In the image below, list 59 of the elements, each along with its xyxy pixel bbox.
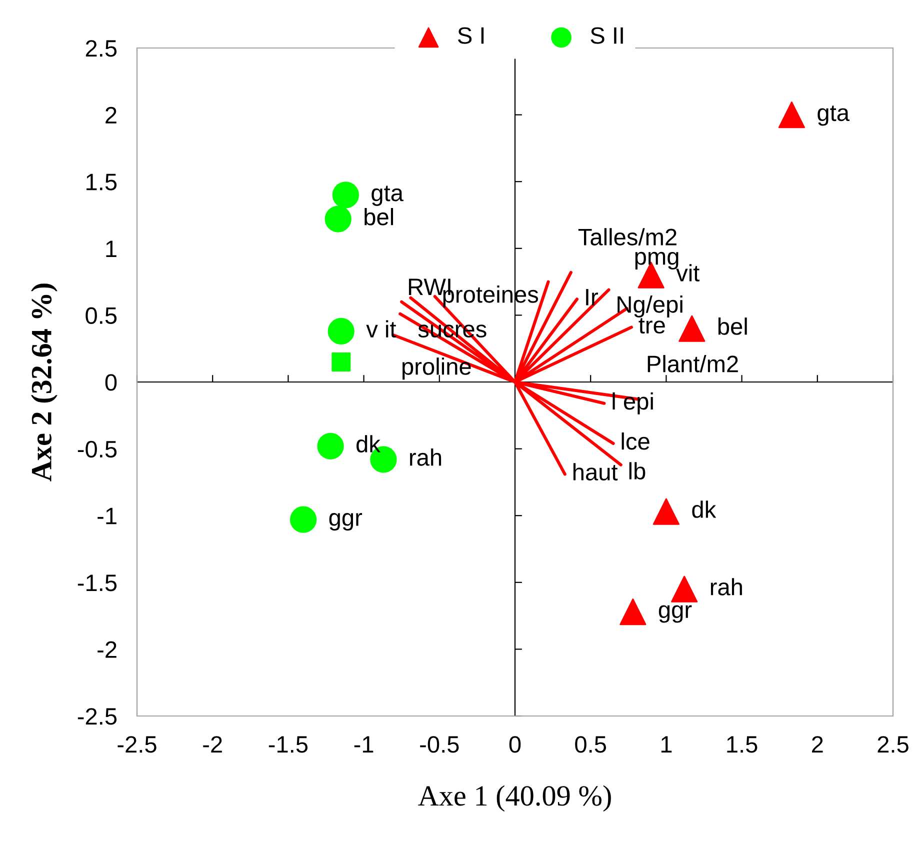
x-tick-label: -0.5 <box>420 736 459 753</box>
annotation: Ng/epi <box>618 295 682 318</box>
point <box>290 506 317 533</box>
point <box>332 182 359 208</box>
point <box>332 352 351 372</box>
annotation: ggr <box>658 605 692 623</box>
annotation: l epi <box>612 392 653 414</box>
y-tick-label: -2.5 <box>78 708 117 725</box>
annotation: haut <box>573 463 618 481</box>
point <box>620 598 646 626</box>
annotation: gta <box>818 106 850 126</box>
annotation: rah <box>710 578 742 596</box>
y-tick-label: -0.5 <box>78 440 117 458</box>
annotation: gta <box>372 186 404 206</box>
x-tick-label: 2 <box>812 736 823 753</box>
x-tick-label: 1 <box>661 736 672 753</box>
x-tick-label: -2 <box>203 736 222 753</box>
annotation: dk <box>356 435 381 452</box>
point <box>652 498 680 525</box>
x-tick-label: -2.5 <box>118 736 156 753</box>
annotation: Talles/m2 <box>578 228 676 246</box>
annotation: rah <box>410 448 442 466</box>
annotation: Ir <box>586 289 598 306</box>
annotation: lb <box>629 462 646 480</box>
point <box>778 101 806 128</box>
y-tick-label: 0.5 <box>86 307 117 324</box>
annotation: bel <box>364 208 394 226</box>
y-tick-label: 2.5 <box>86 40 117 57</box>
x-tick-label: 0.5 <box>575 736 606 753</box>
x-tick-label: 1.5 <box>727 736 758 753</box>
annotation: ggr <box>329 513 362 531</box>
y-tick-label: -1 <box>98 508 116 524</box>
y-tick-label: 2 <box>106 106 116 124</box>
point <box>317 432 344 460</box>
y-tick-label: 1 <box>106 240 116 257</box>
legend-label: S II <box>590 27 623 44</box>
y-axis-title: Axe 2 (32.64 %) <box>30 284 58 482</box>
legend-label: S I <box>458 27 484 44</box>
x-tick-label: -1.5 <box>268 736 308 753</box>
point <box>328 318 354 345</box>
y-tick-label: 0 <box>105 374 117 391</box>
x-tick-label: -1 <box>354 736 374 753</box>
x-axis-title: Axe 1 (40.09 %) <box>418 785 611 812</box>
annotation: bel <box>718 318 747 335</box>
y-tick-label: 1.5 <box>86 174 117 190</box>
point <box>671 576 698 602</box>
annotation: dk <box>692 500 716 518</box>
annotation: v it <box>366 320 396 338</box>
annotation: lce <box>622 432 650 450</box>
annotation: pmg <box>635 252 678 270</box>
point <box>324 206 352 232</box>
y-tick-label: -1.5 <box>78 574 117 592</box>
annotation: vit <box>676 264 700 282</box>
y-tick-label: -2 <box>98 641 116 658</box>
annotation: proline <box>402 358 471 380</box>
annotation: tre <box>638 318 665 334</box>
annotation: Plant/m2 <box>648 355 738 372</box>
x-tick-label: 2.5 <box>878 736 908 753</box>
x-tick-label: 0 <box>509 736 521 753</box>
